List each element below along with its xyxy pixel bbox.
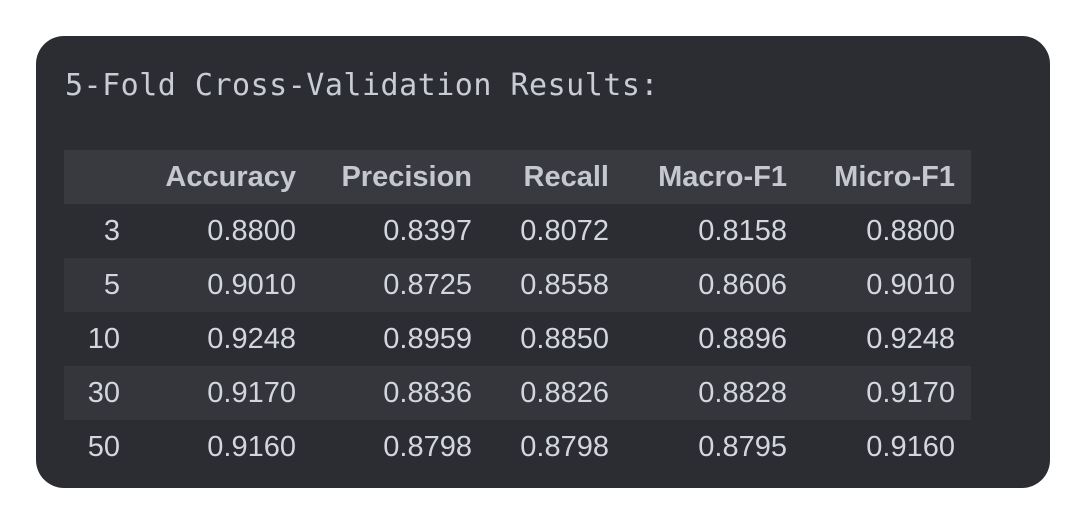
output-panel: 5-Fold Cross-Validation Results: Accurac…	[36, 36, 1050, 488]
column-header-accuracy: Accuracy	[165, 160, 296, 193]
table-row: 5 0.9010 0.8725 0.8558 0.8606 0.9010	[64, 258, 971, 312]
accuracy-cell: 0.9160	[207, 430, 296, 463]
recall-cell: 0.8850	[520, 322, 609, 355]
micro-f1-cell: 0.9010	[866, 268, 955, 301]
results-title: 5-Fold Cross-Validation Results:	[65, 68, 659, 103]
row-index: 10	[87, 322, 120, 355]
row-index: 5	[103, 268, 120, 301]
micro-f1-cell: 0.9170	[866, 376, 955, 409]
row-index: 30	[87, 376, 120, 409]
precision-cell: 0.8836	[383, 376, 472, 409]
precision-cell: 0.8959	[383, 322, 472, 355]
accuracy-cell: 0.9248	[207, 322, 296, 355]
results-table: Accuracy Precision Recall Macro-F1 Micro…	[64, 150, 971, 474]
macro-f1-cell: 0.8896	[698, 322, 787, 355]
macro-f1-cell: 0.8158	[698, 214, 787, 247]
column-header-recall: Recall	[523, 160, 609, 193]
recall-cell: 0.8072	[520, 214, 609, 247]
accuracy-cell: 0.9010	[207, 268, 296, 301]
table-row: 3 0.8800 0.8397 0.8072 0.8158 0.8800	[64, 204, 971, 258]
accuracy-cell: 0.8800	[207, 214, 296, 247]
micro-f1-cell: 0.9160	[866, 430, 955, 463]
column-header-micro-f1: Micro-F1	[834, 160, 955, 193]
macro-f1-cell: 0.8606	[698, 268, 787, 301]
row-index: 50	[87, 430, 120, 463]
macro-f1-cell: 0.8795	[698, 430, 787, 463]
precision-cell: 0.8397	[383, 214, 472, 247]
macro-f1-cell: 0.8828	[698, 376, 787, 409]
accuracy-cell: 0.9170	[207, 376, 296, 409]
micro-f1-cell: 0.8800	[866, 214, 955, 247]
precision-cell: 0.8725	[383, 268, 472, 301]
column-header-macro-f1: Macro-F1	[658, 160, 787, 193]
column-header-index	[64, 150, 120, 204]
recall-cell: 0.8826	[520, 376, 609, 409]
row-index: 3	[103, 214, 120, 247]
recall-cell: 0.8558	[520, 268, 609, 301]
recall-cell: 0.8798	[520, 430, 609, 463]
table-row: 30 0.9170 0.8836 0.8826 0.8828 0.9170	[64, 366, 971, 420]
column-header-precision: Precision	[341, 160, 472, 193]
micro-f1-cell: 0.9248	[866, 322, 955, 355]
precision-cell: 0.8798	[383, 430, 472, 463]
table-row: 10 0.9248 0.8959 0.8850 0.8896 0.9248	[64, 312, 971, 366]
table-row: 50 0.9160 0.8798 0.8798 0.8795 0.9160	[64, 420, 971, 474]
table-header-row: Accuracy Precision Recall Macro-F1 Micro…	[64, 150, 971, 204]
